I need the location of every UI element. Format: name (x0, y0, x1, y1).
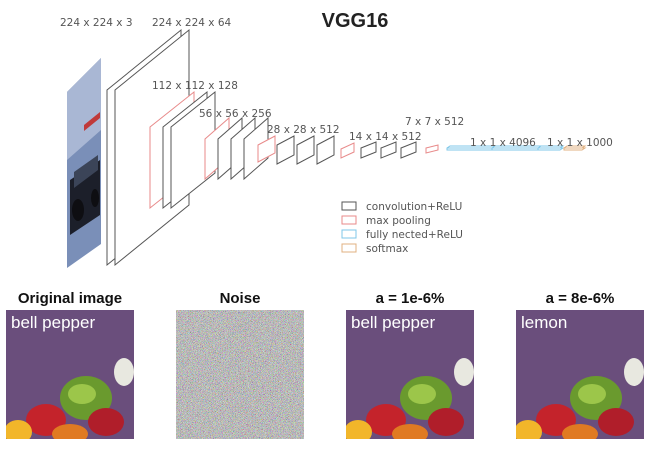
panel-title-original: Original image (17, 290, 123, 307)
vgg16-architecture-diagram: VGG16 (60, 10, 613, 268)
legend-item-max-pooling: max pooling (341, 215, 431, 227)
noise-panel (176, 310, 304, 439)
pepper-photo (6, 310, 134, 439)
dim-label-conv4: 28 x 28 x 512 (267, 124, 340, 136)
panel-caption-a8: lemon (521, 313, 568, 332)
legend-label-max-pooling: max pooling (366, 215, 431, 227)
legend-item-fully-connected: fully nected+ReLU (341, 229, 463, 241)
dim-label-softmax: 1 x 1 x 1000 (547, 137, 613, 149)
conv4-block (257, 135, 335, 165)
dim-label-conv5: 14 x 14 x 512 (349, 131, 422, 143)
dim-label-conv3: 56 x 56 x 256 (199, 108, 272, 120)
conv3-block (204, 116, 269, 181)
panel-title-noise: Noise (219, 290, 261, 307)
legend-item-softmax: softmax (341, 243, 408, 255)
conv5-block (340, 141, 417, 159)
diagram-title: VGG16 (322, 10, 389, 32)
legend-item-convolution: convolution+ReLU (341, 201, 462, 213)
dim-label-conv1: 224 x 224 x 64 (152, 17, 232, 29)
panel-title-a8: a = 8e-6% (545, 290, 615, 307)
noise-image (176, 310, 304, 439)
pepper-photo-perturbed-1 (346, 310, 474, 439)
legend-label-softmax: softmax (366, 243, 408, 255)
panel-title-a1: a = 1e-6% (375, 290, 445, 307)
legend: convolution+ReLU max pooling fully necte… (341, 201, 463, 255)
dim-label-fc: 1 x 1 x 4096 (470, 137, 536, 149)
dim-label-pool5: 7 x 7 x 512 (405, 116, 464, 128)
dim-label-input: 224 x 224 x 3 (60, 17, 133, 29)
conv2-block (149, 90, 216, 210)
legend-label-convolution: convolution+ReLU (366, 201, 462, 213)
panel-caption-original: bell pepper (11, 313, 96, 332)
a1-image-panel: bell pepper (346, 310, 474, 439)
original-image-panel: bell pepper (6, 310, 134, 439)
pool5-block (425, 144, 439, 154)
fc-layers (446, 145, 565, 151)
dim-label-conv2: 112 x 112 x 128 (152, 80, 238, 92)
a8-image-panel: lemon (516, 310, 644, 439)
softmax-layer (563, 145, 587, 151)
pepper-photo-perturbed-8 (516, 310, 644, 439)
legend-label-fully-connected: fully nected+ReLU (366, 229, 463, 241)
input-car-image (67, 58, 101, 268)
panel-caption-a1: bell pepper (351, 313, 436, 332)
